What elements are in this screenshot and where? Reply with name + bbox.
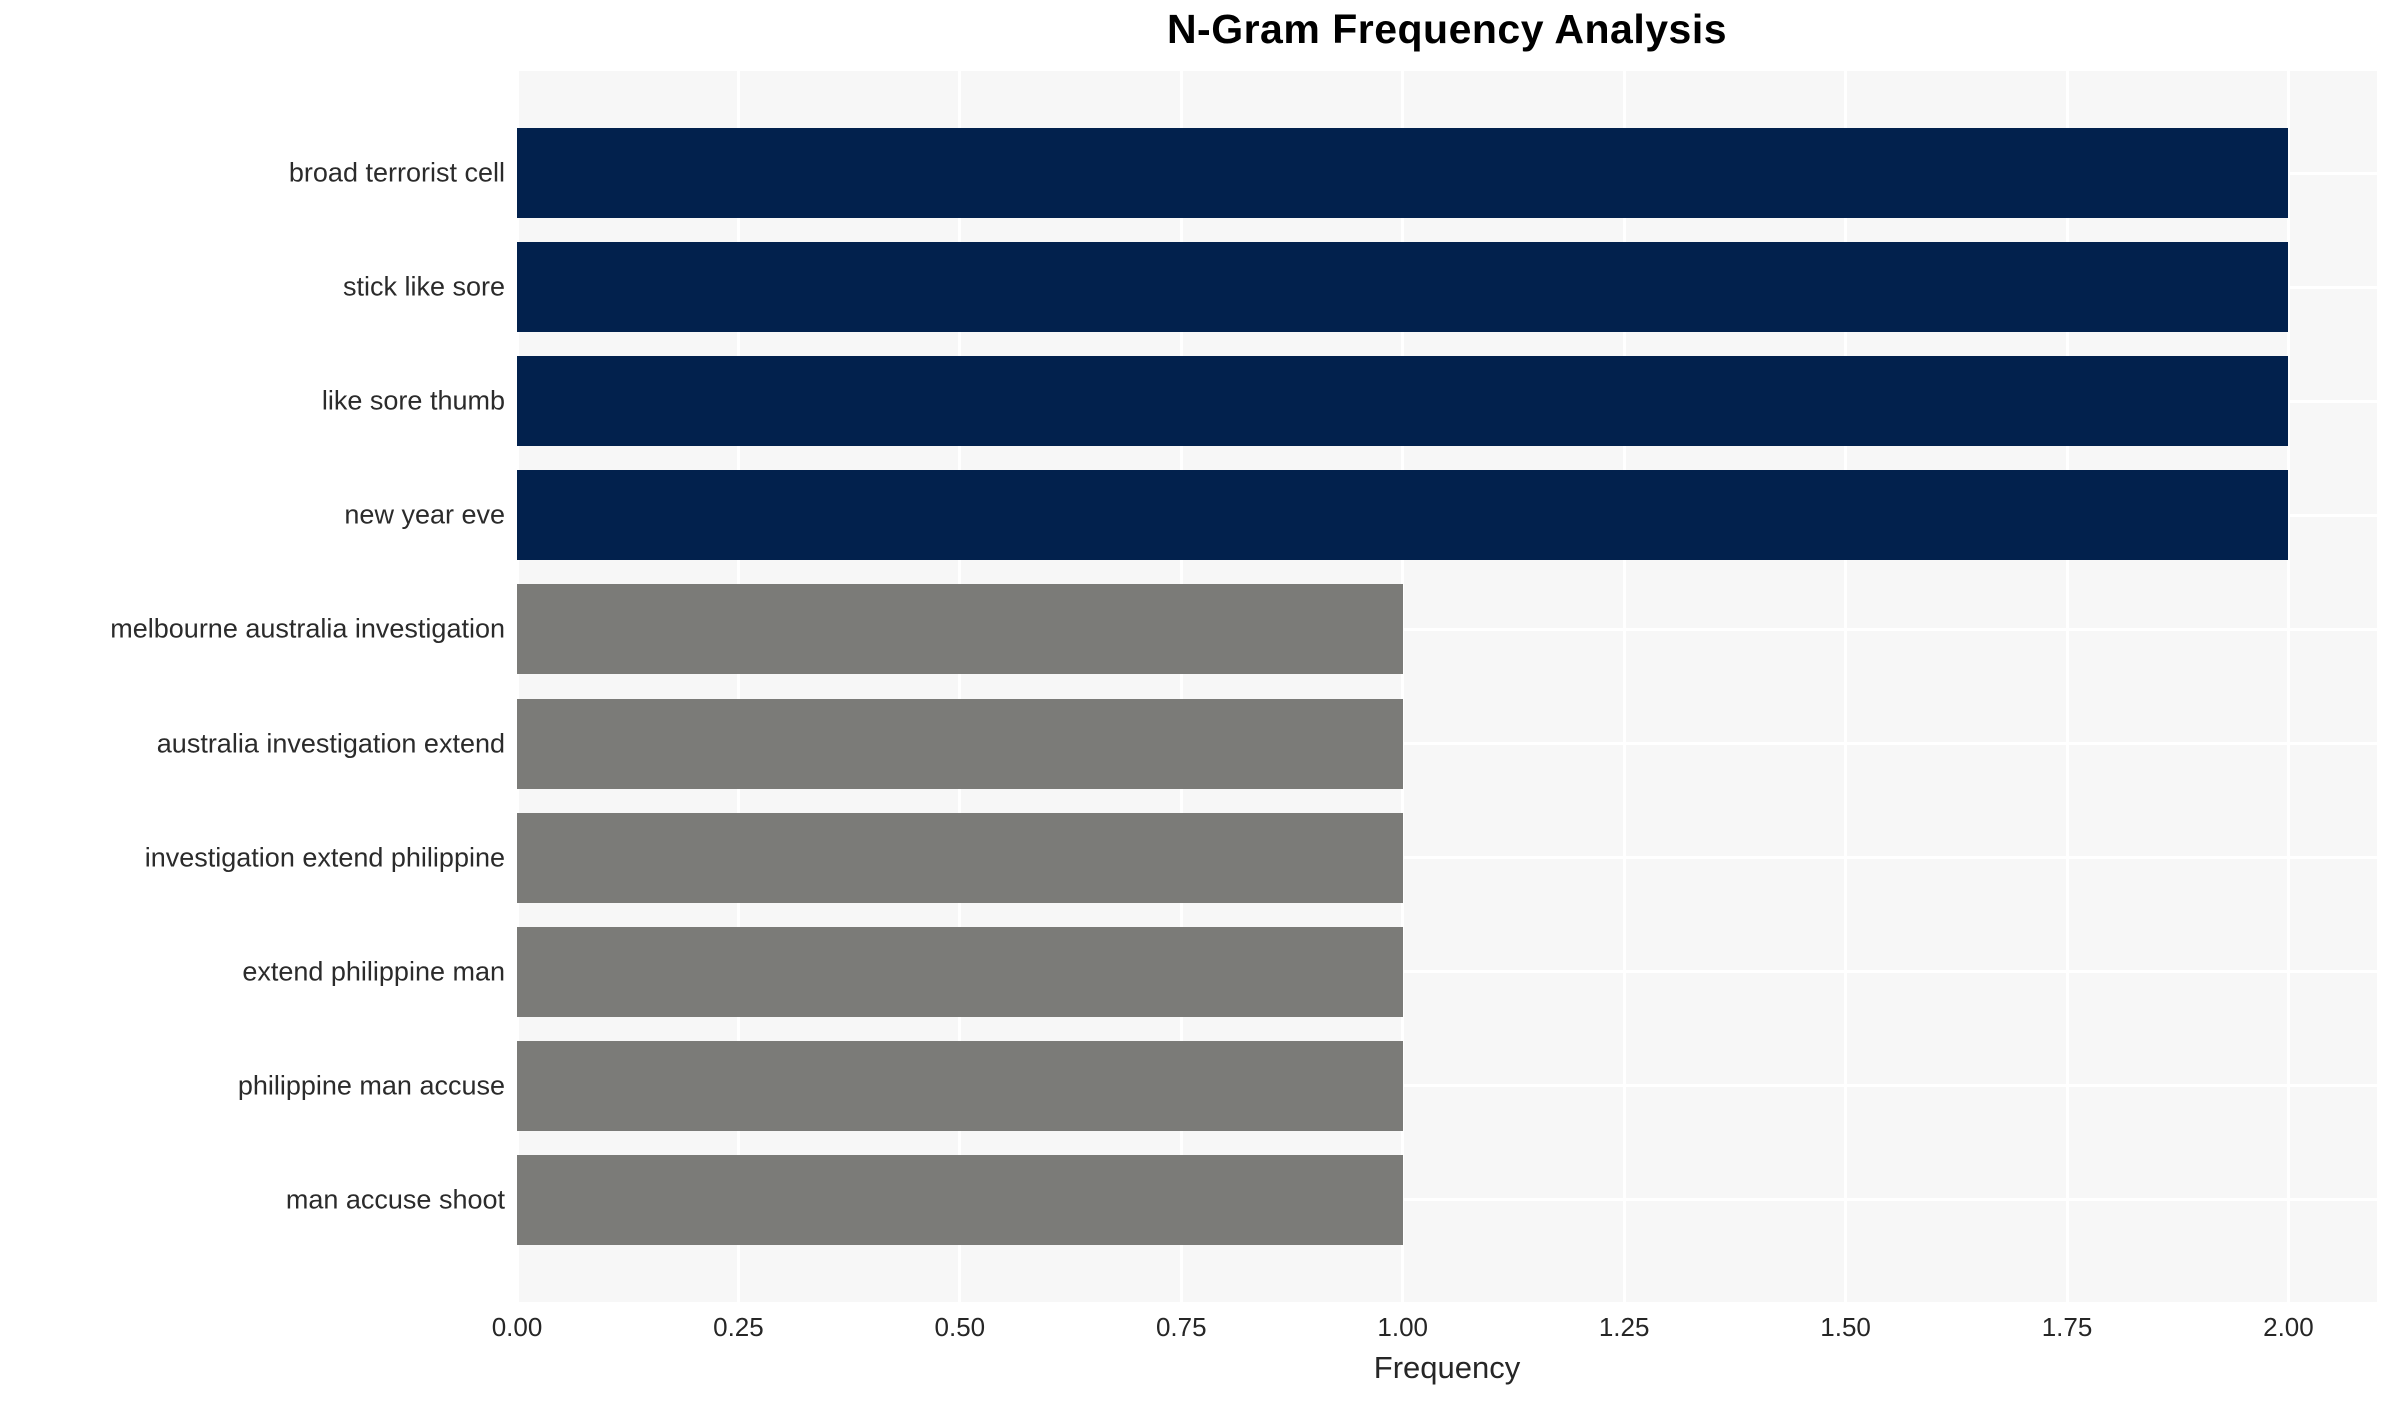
x-tick-label: 1.50 [1820,1312,1871,1342]
gridline-vertical [958,71,962,1302]
x-tick-label: 0.50 [934,1312,986,1342]
bar [517,356,2289,447]
x-tick-label: 0.75 [1155,1312,1207,1342]
gridline-vertical [517,71,519,1302]
bar [517,128,2289,219]
x-tick-label: 0.25 [713,1312,764,1342]
gridline-vertical [2065,71,2069,1302]
x-tick-label: 0.00 [491,1312,543,1342]
y-tick-label: philippine man accuse [237,1070,505,1101]
x-tick-label: 2.00 [2263,1312,2314,1342]
y-tick-label: investigation extend philippine [144,842,505,873]
gridline-horizontal [517,970,2377,974]
y-tick-label: melbourne australia investigation [110,613,505,644]
x-tick-label: 1.25 [1598,1312,1650,1342]
bar [517,812,1403,903]
y-tick-label: stick like sore [342,271,505,302]
y-tick-label: australia investigation extend [156,728,505,759]
gridline-horizontal [517,627,2377,631]
gridline-vertical [1622,71,1626,1302]
bar [517,584,1403,675]
bar [517,1040,1403,1131]
y-tick-label: extend philippine man [242,956,505,987]
gridline-vertical [736,71,740,1302]
y-tick-label: broad terrorist cell [288,157,505,188]
gridline-vertical [1401,71,1405,1302]
bar [517,470,2289,561]
gridline-vertical [2286,71,2290,1302]
x-tick-label: 1.75 [2041,1312,2093,1342]
x-axis-label: Frequency [1373,1350,1521,1385]
bar [517,698,1403,789]
gridline-horizontal [517,856,2377,860]
y-tick-label: new year eve [344,499,505,530]
bar [517,1154,1403,1245]
gridline-horizontal [517,1084,2377,1088]
x-tick-label: 1.00 [1377,1312,1429,1342]
gridline-horizontal [517,1198,2377,1202]
plot-area [517,71,2377,1302]
gridline-horizontal [517,742,2377,746]
gridline-vertical [1179,71,1183,1302]
bar [517,926,1403,1017]
y-tick-label: like sore thumb [321,385,505,416]
gridline-vertical [1844,71,1848,1302]
bar [517,242,2289,333]
y-tick-label: man accuse shoot [285,1184,505,1215]
chart-title: N-Gram Frequency Analysis [1166,6,1728,52]
